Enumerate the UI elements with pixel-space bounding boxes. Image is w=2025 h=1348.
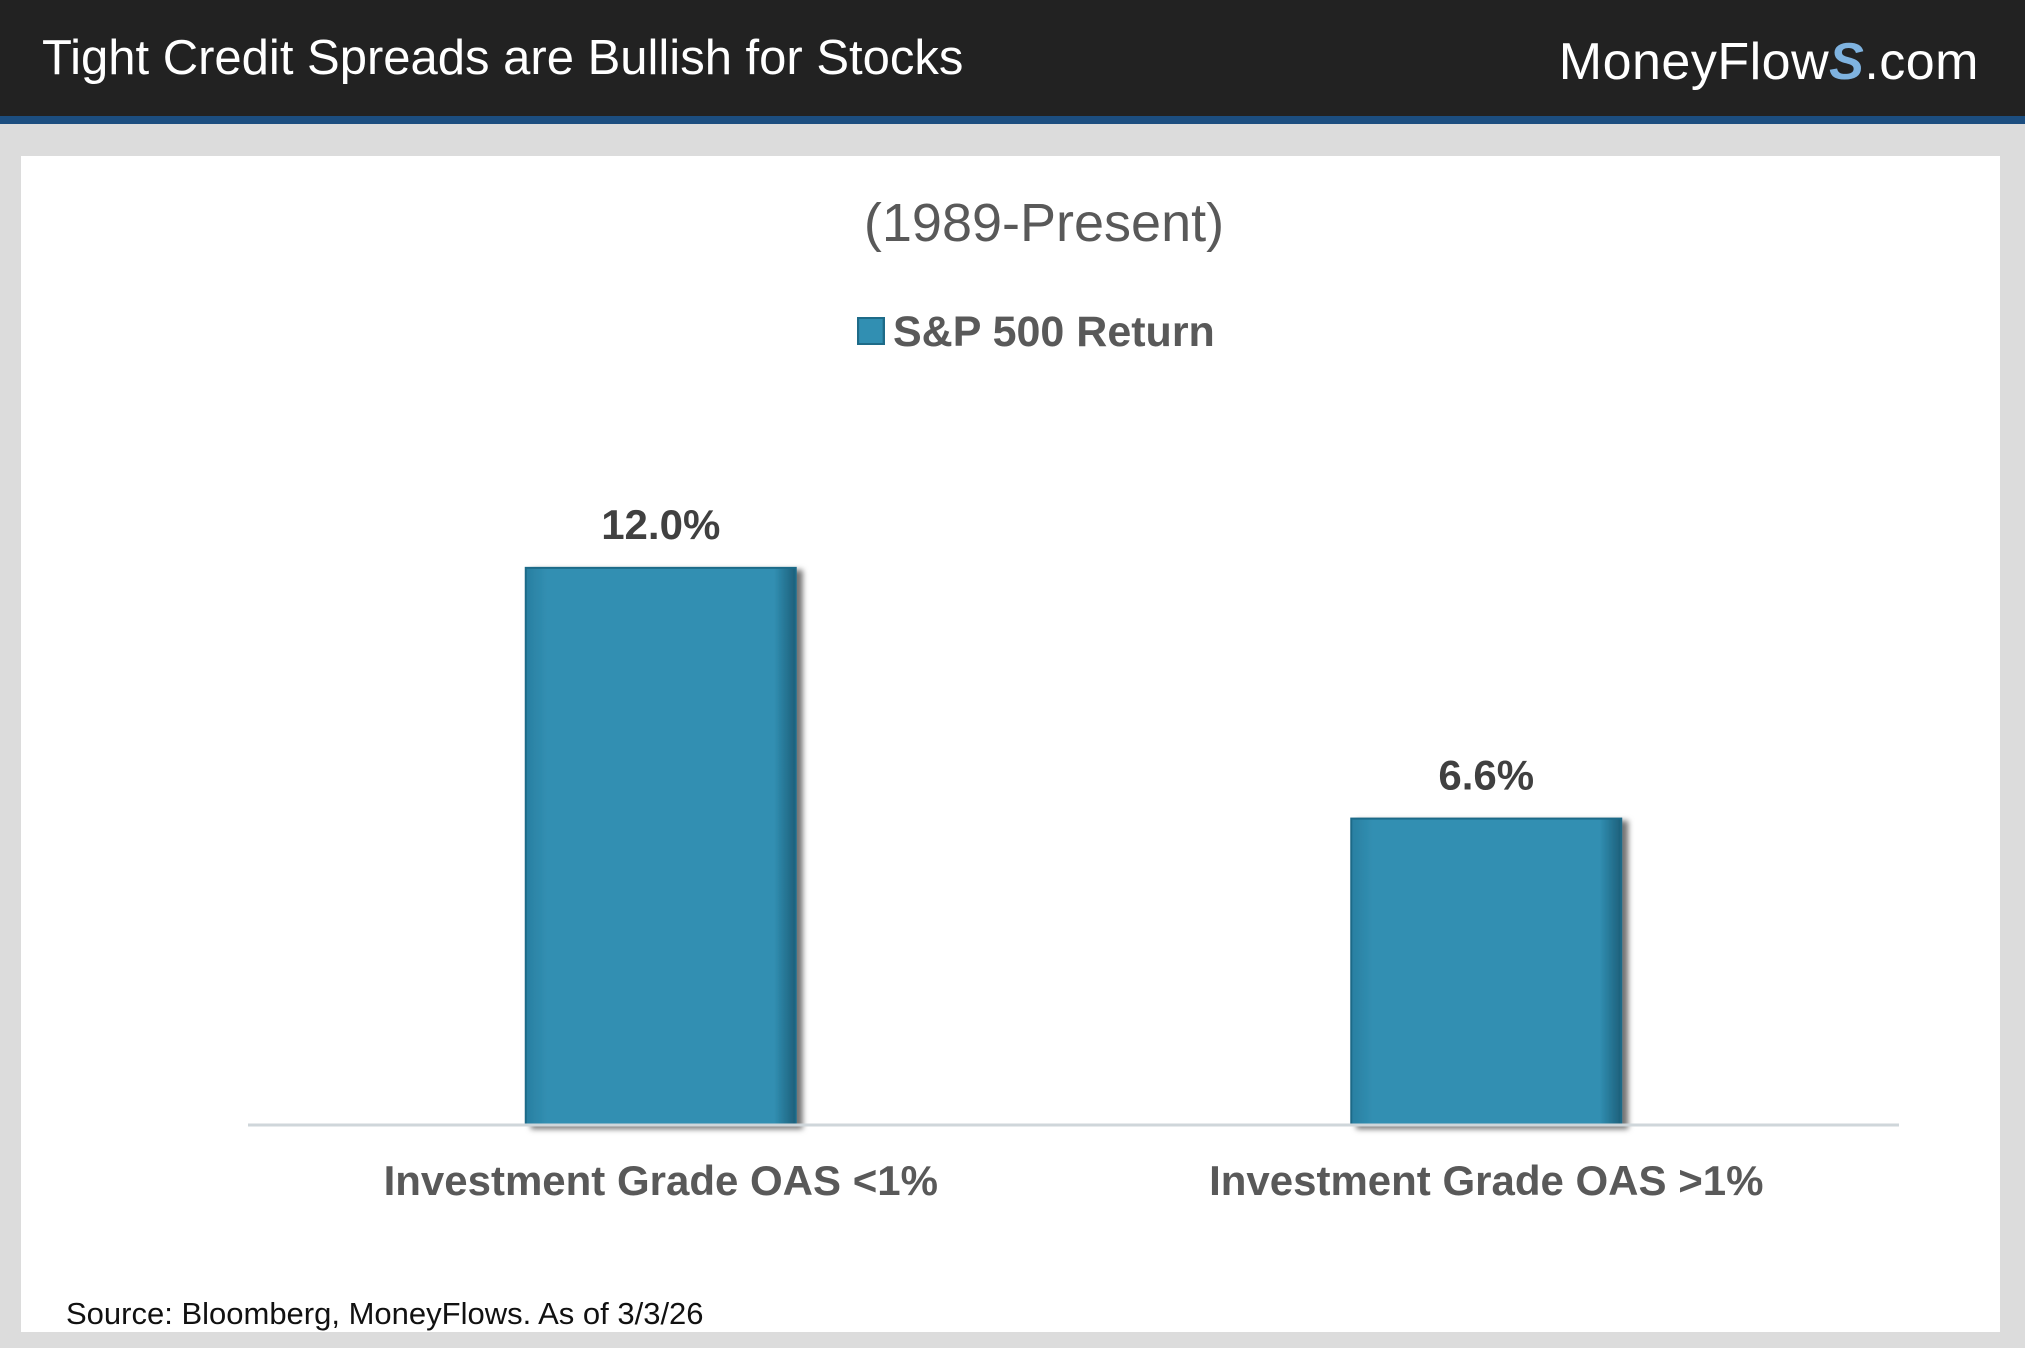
data-label-2: 6.6% bbox=[1438, 752, 1534, 799]
page-title: Tight Credit Spreads are Bullish for Sto… bbox=[42, 31, 964, 85]
brand-logo: MoneyFlowS.com bbox=[1559, 32, 1979, 92]
header-bar: Tight Credit Spreads are Bullish for Sto… bbox=[0, 0, 2025, 124]
chart-title: (1989-Present) bbox=[864, 193, 1224, 253]
data-label-1: 12.0% bbox=[601, 501, 720, 548]
bar-chart: (1989-Present) S&P 500 Return 12.0% Investm… bbox=[248, 193, 1899, 1204]
category-label-2: Investment Grade OAS >1% bbox=[1209, 1157, 1763, 1204]
legend-swatch bbox=[857, 317, 885, 345]
source-note: Source: Bloomberg, MoneyFlows. As of 3/3… bbox=[66, 1296, 704, 1331]
brand-name: MoneyFlow bbox=[1558, 33, 1830, 91]
bar-2 bbox=[1350, 817, 1623, 1126]
category-label-1: Investment Grade OAS <1% bbox=[384, 1157, 938, 1204]
chart-panel: (1989-Present) S&P 500 Return 12.0% Investm… bbox=[21, 156, 2000, 1332]
brand-s-mark: S bbox=[1829, 33, 1865, 91]
bar-1 bbox=[524, 566, 797, 1127]
brand-suffix: .com bbox=[1864, 33, 1979, 91]
legend-label: S&P 500 Return bbox=[893, 308, 1215, 356]
